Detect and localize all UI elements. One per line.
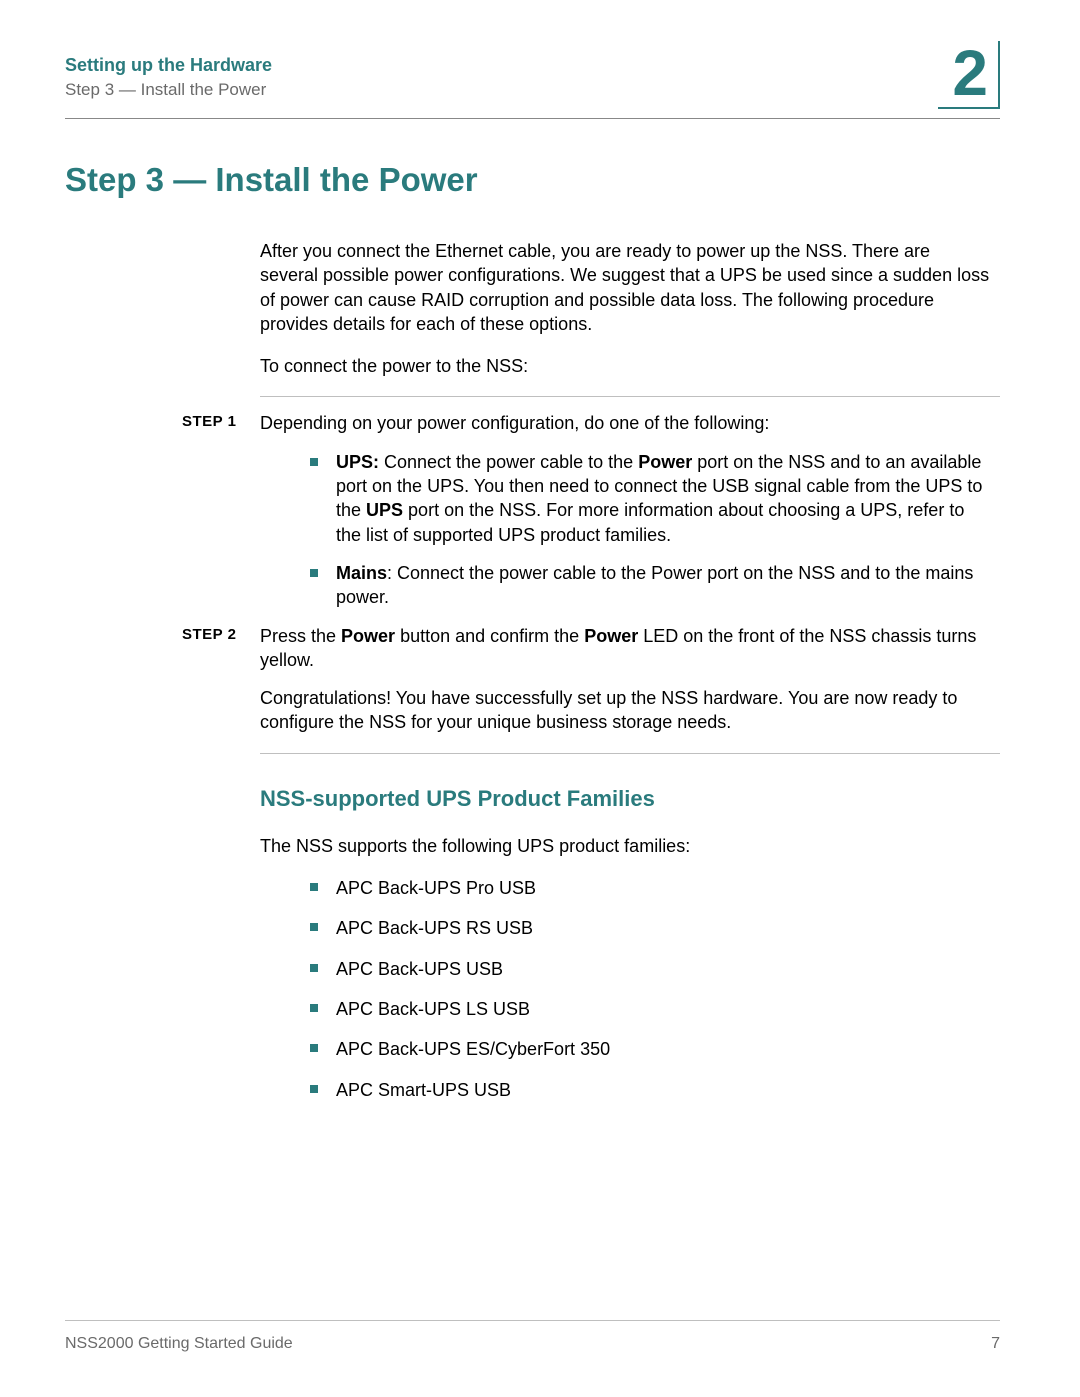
- intro-block: After you connect the Ethernet cable, yo…: [260, 239, 990, 378]
- ups-item-text: APC Back-UPS USB: [336, 957, 503, 981]
- bullet-icon: [310, 458, 318, 466]
- bullet-icon: [310, 1004, 318, 1012]
- list-item: APC Back-UPS ES/CyberFort 350: [338, 1037, 1000, 1061]
- bullet-item: UPS: Connect the power cable to the Powe…: [338, 450, 990, 547]
- list-item: APC Smart-UPS USB: [338, 1078, 1000, 1102]
- ups-item-text: APC Smart-UPS USB: [336, 1078, 511, 1102]
- bullet-icon: [310, 923, 318, 931]
- ups-item-text: APC Back-UPS RS USB: [336, 916, 533, 940]
- step-label: STEP 1: [182, 411, 260, 435]
- footer-page-number: 7: [991, 1335, 1000, 1353]
- page-header: Setting up the Hardware Step 3 — Install…: [65, 55, 1000, 100]
- congrats-paragraph: Congratulations! You have successfully s…: [260, 686, 990, 735]
- bullet-text: UPS: Connect the power cable to the Powe…: [336, 450, 990, 547]
- list-item: APC Back-UPS USB: [338, 957, 1000, 981]
- step-divider-bottom: [260, 753, 1000, 754]
- step-row: STEP 1 Depending on your power configura…: [260, 411, 1000, 435]
- step-row: STEP 2 Press the Power button and confir…: [260, 624, 1000, 673]
- header-title: Setting up the Hardware: [65, 55, 1000, 76]
- ups-list: APC Back-UPS Pro USB APC Back-UPS RS USB…: [338, 876, 1000, 1102]
- ups-intro: The NSS supports the following UPS produ…: [260, 834, 990, 858]
- section-title: Step 3 — Install the Power: [65, 161, 1000, 199]
- chapter-number: 2: [938, 41, 1000, 109]
- bullet-item: Mains: Connect the power cable to the Po…: [338, 561, 990, 610]
- list-item: APC Back-UPS LS USB: [338, 997, 1000, 1021]
- bullet-icon: [310, 1085, 318, 1093]
- step2-after: Congratulations! You have successfully s…: [260, 686, 990, 735]
- list-item: APC Back-UPS Pro USB: [338, 876, 1000, 900]
- page-footer: NSS2000 Getting Started Guide 7: [65, 1320, 1000, 1353]
- bullet-text: Mains: Connect the power cable to the Po…: [336, 561, 990, 610]
- ups-item-text: APC Back-UPS Pro USB: [336, 876, 536, 900]
- ups-item-text: APC Back-UPS ES/CyberFort 350: [336, 1037, 610, 1061]
- step-text: Press the Power button and confirm the P…: [260, 624, 1000, 673]
- header-rule: [65, 118, 1000, 119]
- ups-intro-block: The NSS supports the following UPS produ…: [260, 834, 990, 858]
- intro-paragraph-2: To connect the power to the NSS:: [260, 354, 990, 378]
- header-subtitle: Step 3 — Install the Power: [65, 80, 1000, 100]
- bullet-icon: [310, 1044, 318, 1052]
- bullet-icon: [310, 569, 318, 577]
- step-text: Depending on your power configuration, d…: [260, 411, 1000, 435]
- list-item: APC Back-UPS RS USB: [338, 916, 1000, 940]
- step1-bullets: UPS: Connect the power cable to the Powe…: [338, 450, 990, 610]
- document-page: Setting up the Hardware Step 3 — Install…: [0, 0, 1080, 1102]
- footer-left: NSS2000 Getting Started Guide: [65, 1335, 293, 1353]
- ups-item-text: APC Back-UPS LS USB: [336, 997, 530, 1021]
- bullet-icon: [310, 883, 318, 891]
- step-divider-top: [260, 396, 1000, 397]
- intro-paragraph-1: After you connect the Ethernet cable, yo…: [260, 239, 990, 336]
- step-label: STEP 2: [182, 624, 260, 673]
- bullet-icon: [310, 964, 318, 972]
- ups-heading: NSS-supported UPS Product Families: [260, 786, 1000, 812]
